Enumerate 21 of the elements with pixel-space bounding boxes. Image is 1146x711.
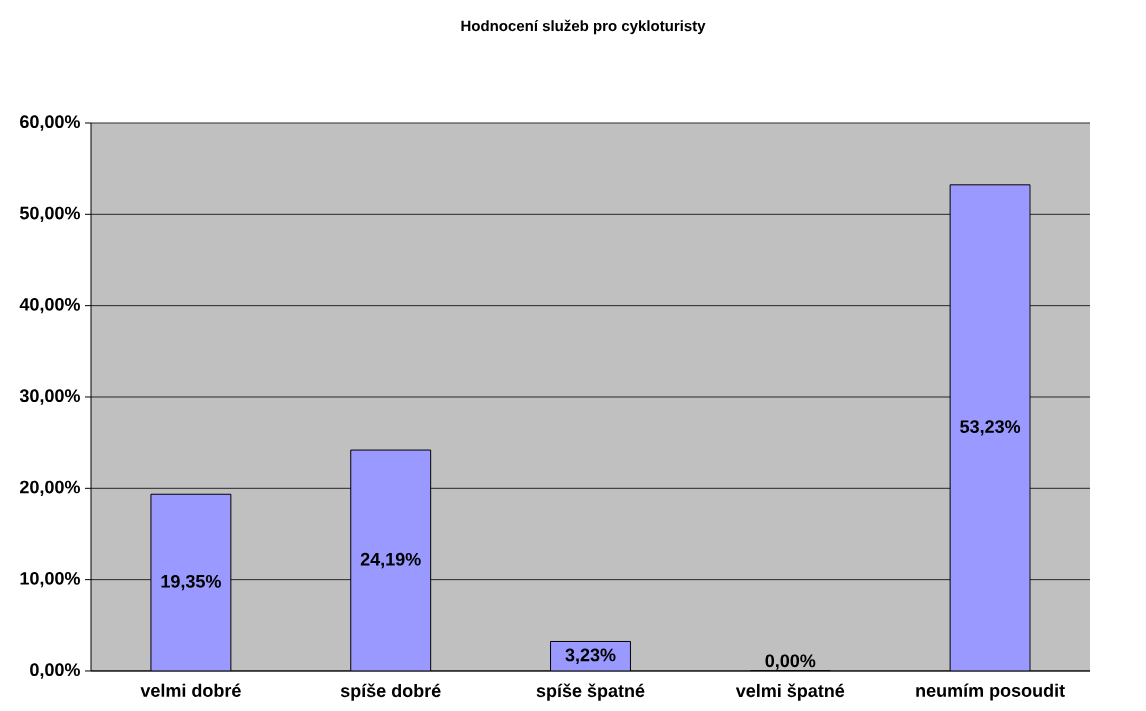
y-tick-label: 10,00% <box>20 571 80 588</box>
x-tick-label: velmi dobré <box>140 683 241 697</box>
data-label: 0,00% <box>765 654 816 670</box>
y-tick-label: 30,00% <box>19 389 80 405</box>
data-label: 24,19% <box>360 552 421 569</box>
x-tick-label: spíše špatné <box>536 683 645 701</box>
data-label: 19,35% <box>161 574 221 591</box>
chart-title: Hodnocení služeb pro cykloturisty <box>461 19 706 35</box>
bar <box>949 184 1031 671</box>
y-tick-label: 0,00% <box>30 663 80 679</box>
x-tick-label: spíše dobré <box>340 683 441 701</box>
x-tick-label: neumím posoudit <box>916 683 1065 701</box>
y-tick-label: 40,00% <box>19 297 80 314</box>
bar <box>350 449 432 671</box>
x-tick-label: velmi špatné <box>735 683 845 701</box>
y-tick-label: 60,00% <box>20 115 80 131</box>
bar <box>150 493 232 671</box>
y-tick-label: 20,00% <box>20 480 80 496</box>
data-label: 53,23% <box>960 420 1021 436</box>
y-tick-label: 50,00% <box>19 206 80 222</box>
data-label: 3,23% <box>565 648 616 664</box>
